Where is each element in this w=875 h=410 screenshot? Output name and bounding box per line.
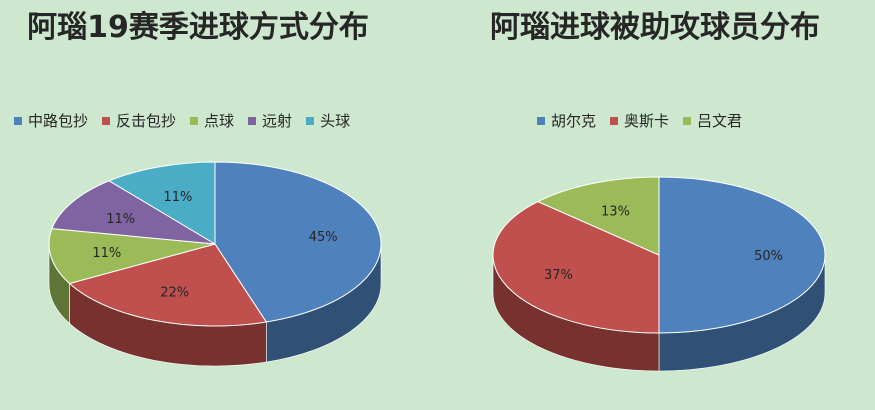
slice-data-label: 11% (163, 190, 192, 205)
legend-label: 头球 (320, 112, 351, 130)
legend-label: 反击包抄 (116, 112, 177, 130)
pie-slice (51, 180, 216, 245)
slice-data-label: 11% (106, 212, 135, 227)
pie-slice (492, 201, 660, 334)
legend-item: 点球 (190, 110, 234, 131)
chart-title: 阿瑙进球被助攻球员分布 (490, 10, 820, 45)
slice-data-label: 11% (92, 246, 121, 261)
legend-label: 远射 (262, 112, 293, 130)
legend-swatch (610, 116, 619, 125)
pie-slice (68, 243, 268, 327)
legend-label: 胡尔克 (551, 112, 597, 130)
legend-swatch (537, 116, 545, 125)
pie-slice (48, 228, 216, 285)
legend-swatch (14, 116, 22, 125)
pie-slice (214, 161, 382, 323)
pie-slice (658, 176, 826, 334)
slice-data-label: 37% (544, 268, 573, 283)
chart-panel-goal-types: 阿瑙19赛季进球方式分布 中路包抄 反击包抄 点球 远射 头球 (0, 0, 437, 410)
chart-legend: 胡尔克 奥斯卡 吕文君 (437, 110, 874, 131)
pie-chart-assist-players: 50% 37% 13% (492, 176, 826, 372)
chart-panel-assist-players: 阿瑙进球被助攻球员分布 胡尔克 奥斯卡 吕文君 50% 37% 13% (437, 0, 874, 410)
legend-swatch (248, 116, 257, 125)
legend-label: 点球 (204, 112, 235, 130)
legend-swatch (102, 116, 111, 125)
slice-data-label: 50% (754, 249, 783, 264)
pie-chart-goal-types: 45% 22% 11% 11% 11% (48, 161, 382, 367)
legend-label: 吕文君 (697, 112, 743, 130)
legend-item: 奥斯卡 (610, 110, 669, 131)
legend-item: 远射 (248, 110, 292, 131)
chart-title: 阿瑙19赛季进球方式分布 (27, 10, 369, 45)
legend-label: 奥斯卡 (624, 112, 670, 130)
slice-data-label: 22% (160, 285, 189, 300)
legend-item: 反击包抄 (102, 110, 176, 131)
legend-item: 胡尔克 (537, 110, 596, 131)
legend-swatch (190, 116, 199, 125)
legend-label: 中路包抄 (28, 112, 89, 130)
legend-item: 头球 (306, 110, 350, 131)
legend-item: 吕文君 (683, 110, 742, 131)
chart-legend: 中路包抄 反击包抄 点球 远射 头球 (0, 110, 437, 131)
pie-slice (108, 161, 216, 245)
slice-data-label: 13% (601, 205, 630, 220)
slice-data-label: 45% (309, 230, 338, 245)
legend-item: 中路包抄 (14, 110, 88, 131)
legend-swatch (683, 116, 692, 125)
pie-slice (536, 176, 660, 256)
legend-swatch (306, 116, 315, 125)
